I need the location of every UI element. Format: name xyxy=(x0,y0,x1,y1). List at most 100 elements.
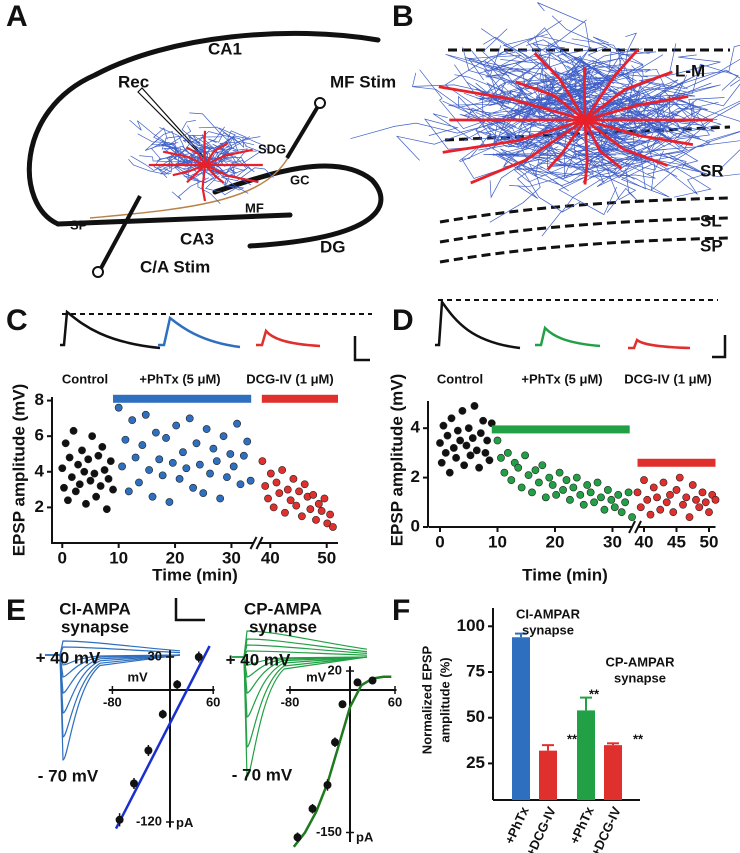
neuron-branch xyxy=(482,28,544,101)
x-tick-label: 10 xyxy=(109,548,128,567)
data-point xyxy=(675,473,684,482)
data-point xyxy=(314,499,323,508)
data-point xyxy=(115,815,124,824)
bar xyxy=(512,637,530,800)
layer-label: SL xyxy=(700,211,722,230)
panel-letter: E xyxy=(6,594,26,627)
neuron-branch xyxy=(534,35,564,83)
ca1-outline xyxy=(26,30,381,227)
dendrite xyxy=(186,164,206,184)
data-point xyxy=(104,475,113,483)
condition-bar xyxy=(261,394,338,403)
bar xyxy=(604,745,622,800)
dendrite xyxy=(546,119,587,171)
dendrite xyxy=(442,118,586,154)
neuron-branch xyxy=(539,47,595,84)
data-point xyxy=(308,804,317,813)
data-point xyxy=(80,467,89,476)
dendrite xyxy=(162,150,206,166)
neuron-branch xyxy=(623,32,648,78)
neuron-branch xyxy=(518,43,579,76)
dg-outline xyxy=(212,163,384,249)
scale-bar xyxy=(712,335,727,359)
data-point xyxy=(593,478,602,487)
data-point xyxy=(162,434,170,442)
dendrite xyxy=(470,118,586,185)
scale-bar xyxy=(174,598,205,622)
dendrite xyxy=(584,118,694,146)
y-tick-label: 4 xyxy=(35,461,45,480)
y-tick-label: 2 xyxy=(35,497,44,516)
bar xyxy=(577,710,595,800)
x-tick-label: 30 xyxy=(603,532,622,551)
data-point xyxy=(74,460,82,469)
data-point xyxy=(124,487,133,496)
data-point xyxy=(69,426,78,435)
neuron-branch xyxy=(592,36,644,86)
current-trace xyxy=(243,644,368,658)
neuron-branch xyxy=(151,142,170,175)
data-point xyxy=(559,486,567,494)
axis-break xyxy=(255,536,264,550)
trace xyxy=(435,298,521,350)
neuron-branch xyxy=(591,65,664,77)
data-point xyxy=(576,490,585,499)
region-label: MF Stim xyxy=(330,72,396,91)
data-point xyxy=(458,406,467,415)
data-point xyxy=(67,473,76,482)
axis-break xyxy=(249,536,258,550)
data-point xyxy=(590,498,598,507)
x-tick-label: 40 xyxy=(635,532,654,551)
current-trace xyxy=(45,654,181,761)
dendrite xyxy=(583,119,623,170)
data-point xyxy=(472,446,481,455)
data-point xyxy=(583,481,592,489)
neuron-branch xyxy=(185,158,204,166)
neuron-branch xyxy=(419,69,491,130)
data-point xyxy=(476,429,485,438)
condition-bar xyxy=(637,458,716,467)
data-point xyxy=(479,416,488,425)
neuron-branch xyxy=(192,134,233,157)
ca-electrode-tip xyxy=(92,266,104,278)
data-point xyxy=(306,505,315,514)
data-point xyxy=(449,444,458,452)
neuron-branch xyxy=(159,127,186,157)
data-point xyxy=(517,483,526,492)
data-point xyxy=(493,436,502,445)
neuron-branch xyxy=(640,63,739,94)
data-point xyxy=(447,414,456,423)
data-point xyxy=(229,462,238,471)
dendrite xyxy=(204,142,229,166)
dendrite xyxy=(201,164,207,202)
neuron-branch xyxy=(129,119,170,145)
significance: ** xyxy=(633,731,644,746)
neuron-branch xyxy=(221,167,274,182)
data-point xyxy=(293,833,302,842)
data-point xyxy=(659,478,668,487)
data-point xyxy=(266,469,275,478)
data-point xyxy=(130,779,138,788)
dendrite xyxy=(533,52,587,121)
data-point xyxy=(226,450,235,458)
region-label: SP xyxy=(70,217,88,232)
neuron-branch xyxy=(492,153,589,186)
data-point xyxy=(443,431,452,440)
data-point xyxy=(275,489,284,498)
neuron-branch xyxy=(593,81,693,124)
region-label: CA1 xyxy=(208,39,242,58)
trace-label: Control xyxy=(437,371,483,386)
data-point xyxy=(202,425,211,433)
neuron-branch xyxy=(588,156,656,179)
y-axis-label: pA xyxy=(176,815,194,830)
neuron-branch xyxy=(499,121,591,166)
data-point xyxy=(698,488,707,497)
data-point xyxy=(566,495,574,504)
panel-letter: D xyxy=(392,304,414,337)
panel-title: CI-AMPA xyxy=(59,599,130,618)
data-point xyxy=(289,475,298,483)
data-point xyxy=(597,493,605,502)
neuron-branch xyxy=(625,130,740,166)
data-point xyxy=(445,468,454,477)
group-label: CP-AMPAR xyxy=(605,654,675,669)
